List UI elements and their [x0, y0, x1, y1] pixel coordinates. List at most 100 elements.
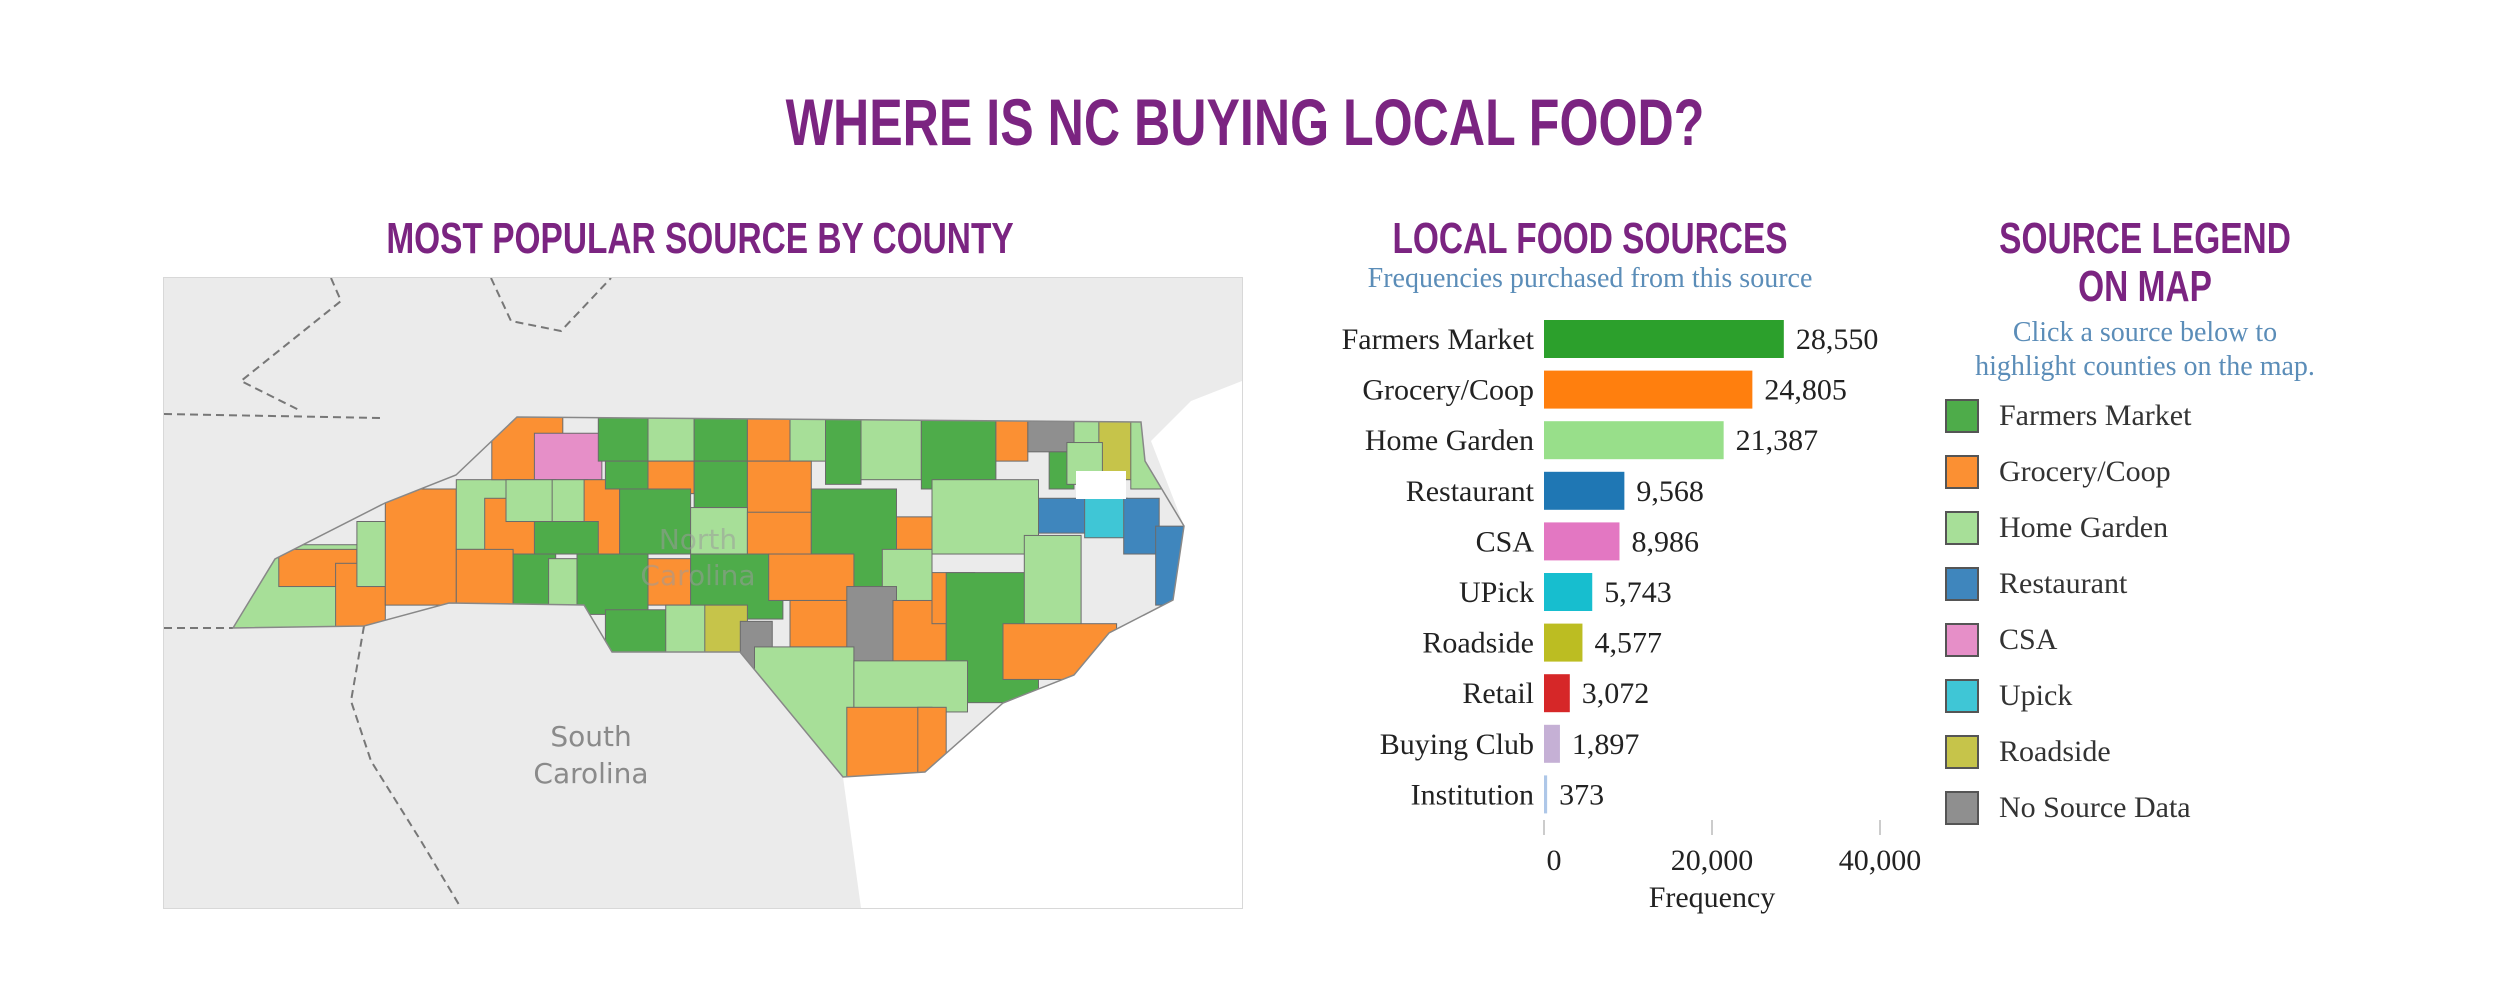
county-farmers[interactable] [920, 415, 997, 490]
legend-swatch [1945, 735, 1979, 769]
county-csa[interactable] [533, 432, 603, 481]
county-home[interactable] [505, 479, 557, 523]
county-grocery[interactable] [746, 511, 812, 560]
bar-value-label: 1,897 [1572, 728, 1640, 761]
county-farmers[interactable] [693, 415, 748, 462]
legend-swatch [1945, 623, 1979, 657]
bar-value-label: 373 [1559, 778, 1604, 811]
county-grocery[interactable] [746, 415, 791, 462]
legend-swatch [1945, 791, 1979, 825]
bar-label: Restaurant [1406, 475, 1535, 508]
legend-label: Grocery/Coop [1999, 455, 2171, 488]
bar[interactable] [1544, 522, 1620, 561]
county-home[interactable] [931, 479, 1039, 555]
bar[interactable] [1544, 573, 1593, 611]
bar-label: Farmers Market [1342, 323, 1535, 356]
legend-item[interactable]: Restaurant [1945, 564, 2127, 604]
county-farmers[interactable] [825, 415, 862, 485]
county-home[interactable] [1023, 534, 1082, 629]
county-grocery[interactable] [647, 460, 695, 495]
bar[interactable] [1544, 623, 1583, 662]
state-border-line [164, 278, 612, 908]
county-map[interactable]: North Carolina South Carolina [163, 277, 1243, 909]
legend-item[interactable]: No Source Data [1945, 788, 2191, 828]
county-home[interactable] [551, 479, 589, 523]
bar-label: Buying Club [1380, 728, 1534, 761]
bar-label: Roadside [1422, 627, 1534, 660]
county-farmers[interactable] [597, 415, 649, 462]
county-farmers[interactable] [576, 553, 649, 615]
county-grocery[interactable] [789, 599, 855, 648]
county-home[interactable] [665, 604, 713, 657]
county-farmers[interactable] [693, 460, 748, 509]
legend-label: Home Garden [1999, 511, 2169, 544]
legend-label: CSA [1999, 623, 2058, 656]
legend-title-2: ON MAP [2078, 262, 2212, 311]
bar-label: UPick [1459, 576, 1534, 609]
bar-value-label: 5,743 [1604, 576, 1672, 609]
county-restaurant[interactable] [1038, 497, 1089, 534]
chart-subtitle: Frequencies purchased from this source [1367, 263, 1813, 294]
bar[interactable] [1544, 471, 1625, 510]
county-grocery[interactable] [768, 553, 855, 601]
bar-value-label: 9,568 [1636, 475, 1704, 508]
bar-chart: Farmers Market 28,550 Grocery/Coop 24,805 Ho… [1342, 320, 1921, 914]
legend-swatch [1945, 679, 1979, 713]
map-title: MOST POPULAR SOURCE BY COUNTY [386, 214, 1014, 263]
legend-item[interactable]: Farmers Market [1945, 396, 2191, 436]
bar[interactable] [1544, 724, 1560, 763]
bar[interactable] [1544, 674, 1570, 713]
legend-item[interactable]: Home Garden [1945, 508, 2168, 548]
legend-swatch [1945, 399, 1979, 433]
legend-item[interactable]: Upick [1945, 676, 2072, 716]
legend-hint-2: highlight counties on the map. [1975, 351, 2315, 382]
legend-item[interactable]: Roadside [1945, 732, 2111, 772]
county-home[interactable] [647, 415, 695, 462]
map-label-north-carolina: North [659, 523, 737, 556]
county-farmers[interactable] [533, 521, 599, 555]
x-tick-label: 20,000 [1671, 844, 1754, 877]
county-home[interactable] [853, 660, 969, 713]
county-grocery[interactable] [384, 488, 457, 606]
county-restaurant[interactable] [1123, 497, 1160, 555]
page-title: WHERE IS NC BUYING LOCAL FOOD? [785, 85, 1705, 159]
county-farmers[interactable] [604, 460, 649, 490]
legend-label: Restaurant [1999, 567, 2128, 600]
county-layer[interactable] [222, 405, 1195, 781]
bar-label: Home Garden [1365, 424, 1534, 457]
county-grocery[interactable] [995, 415, 1029, 462]
legend-label: Upick [1999, 679, 2073, 712]
legend-swatch [1945, 567, 1979, 601]
x-tick-label: 0 [1547, 844, 1562, 877]
map-label-south-carolina-2: Carolina [533, 757, 648, 790]
map-label-north-carolina-2: Carolina [640, 559, 755, 592]
legend-title: SOURCE LEGEND [1999, 214, 2291, 263]
county-farmers[interactable] [619, 488, 692, 555]
bar-label: Retail [1462, 677, 1534, 710]
bar-value-label: 24,805 [1764, 374, 1847, 407]
county-home[interactable] [860, 415, 922, 481]
bar-label: Institution [1411, 778, 1534, 811]
bar[interactable] [1544, 370, 1753, 409]
legend-swatch [1945, 455, 1979, 489]
bar[interactable] [1544, 775, 1548, 814]
nc-outline [231, 416, 1185, 778]
legend-hint: Click a source below to [2012, 317, 2278, 348]
county-home[interactable] [690, 507, 748, 555]
legend-item[interactable]: Grocery/Coop [1945, 452, 2171, 492]
map-label-south-carolina: South [550, 720, 631, 753]
legend-label: Farmers Market [1999, 399, 2192, 432]
legend-label: No Source Data [1999, 791, 2191, 824]
bar-value-label: 8,986 [1631, 525, 1699, 558]
county-upick[interactable] [1084, 497, 1128, 539]
bar[interactable] [1544, 320, 1784, 358]
county-grocery[interactable] [647, 558, 692, 606]
ocean [843, 381, 1242, 908]
chart-title: LOCAL FOOD SOURCES [1392, 214, 1788, 263]
county-home[interactable] [789, 415, 826, 462]
x-axis-label: Frequency [1649, 881, 1776, 914]
county-grocery[interactable] [455, 548, 514, 606]
legend-item[interactable]: CSA [1945, 620, 2057, 660]
bar[interactable] [1544, 421, 1724, 460]
county-grocery[interactable] [746, 460, 812, 518]
